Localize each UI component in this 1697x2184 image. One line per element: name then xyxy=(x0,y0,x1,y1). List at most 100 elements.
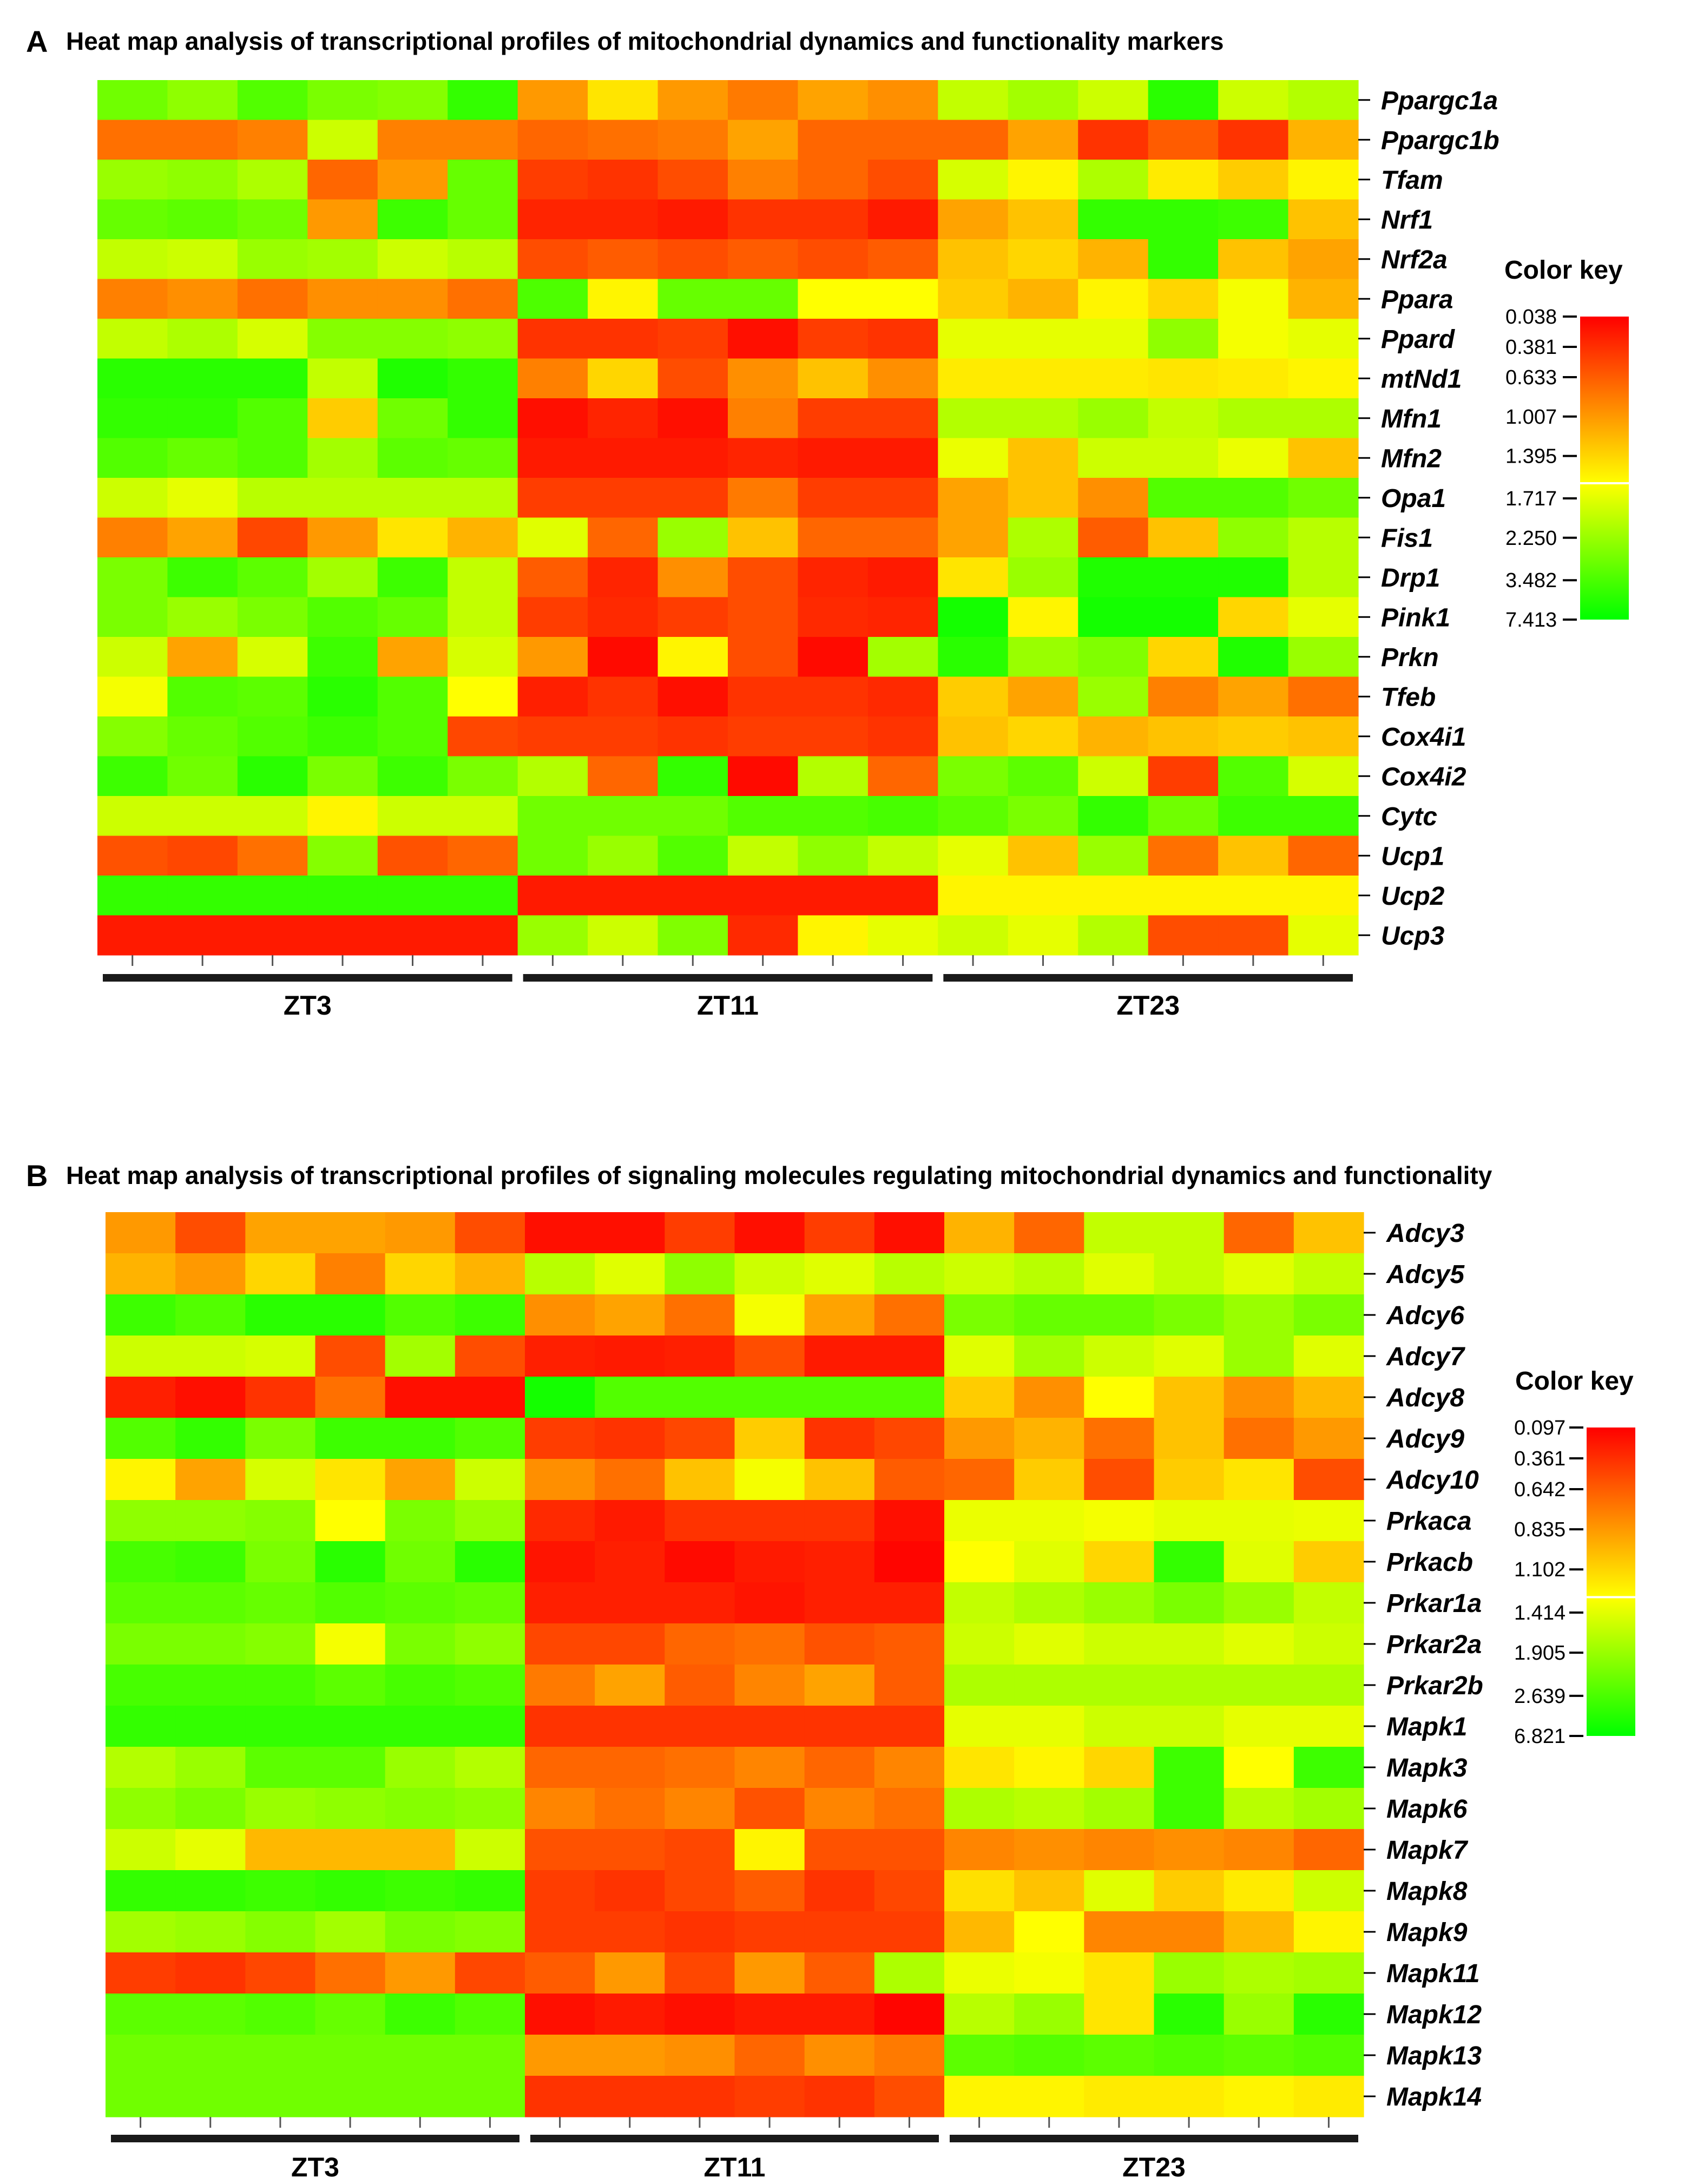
heatmap-cell-Mapk12-10 xyxy=(804,1994,875,2035)
heatmap-cell-Adcy10-5 xyxy=(455,1459,525,1501)
heatmap-cell-Prkn-1 xyxy=(167,637,238,677)
heatmap-cell-Adcy10-13 xyxy=(1014,1459,1084,1501)
heatmap-cell-Pink1-12 xyxy=(938,597,1009,637)
heatmap-cell-Adcy7-7 xyxy=(595,1336,665,1377)
heatmap-cell-Cox4i1-10 xyxy=(798,716,869,757)
heatmap-cell-Adcy3-5 xyxy=(455,1212,525,1254)
heatmap-cell-Pink1-2 xyxy=(237,597,308,637)
heatmap-cell-Ucp2-8 xyxy=(657,876,728,916)
heatmap-cell-Pink1-11 xyxy=(867,597,938,637)
heatmap-cell-Ucp2-12 xyxy=(938,876,1009,916)
heatmap-cell-Tfeb-8 xyxy=(657,676,728,717)
heatmap-cell-Tfam-6 xyxy=(517,160,588,200)
heatmap-cell-Mapk6-6 xyxy=(525,1788,595,1830)
heatmap-cell-Mapk6-8 xyxy=(665,1788,735,1830)
heatmap-cell-Nrf1-2 xyxy=(237,199,308,240)
heatmap-cell-Mapk7-7 xyxy=(595,1829,665,1871)
heatmap-cell-Adcy9-12 xyxy=(944,1418,1015,1459)
heatmap-cell-Prkar2a-9 xyxy=(734,1623,805,1665)
heatmap-cell-Fis1-12 xyxy=(938,517,1009,558)
heatmap-cell-Nrf2a-14 xyxy=(1078,239,1149,280)
row-label-Pink1: Pink1 xyxy=(1381,603,1450,632)
heatmap-cell-Adcy7-16 xyxy=(1224,1336,1294,1377)
row-label-Adcy10: Adcy10 xyxy=(1386,1466,1479,1495)
heatmap-cell-Adcy7-17 xyxy=(1293,1336,1364,1377)
heatmap-cell-Nrf1-0 xyxy=(97,199,168,240)
heatmap-cell-Adcy5-1 xyxy=(175,1253,246,1295)
heatmap-cell-Adcy10-1 xyxy=(175,1459,246,1501)
heatmap-cell-Tfam-14 xyxy=(1078,160,1149,200)
panel-a-groups: ZT3 ZT11 ZT23 xyxy=(103,955,1353,1021)
heatmap-cell-Mfn1-13 xyxy=(1008,398,1078,439)
heatmap-cell-Mapk9-2 xyxy=(245,1911,316,1953)
heatmap-cell-Cox4i1-1 xyxy=(167,716,238,757)
heatmap-cell-Mapk1-12 xyxy=(944,1706,1015,1747)
heatmap-cell-Prkacb-4 xyxy=(385,1541,456,1583)
heatmap-cell-Mapk14-9 xyxy=(734,2076,805,2117)
heatmap-cell-Prkar2a-10 xyxy=(804,1623,875,1665)
heatmap-cell-Mapk8-13 xyxy=(1014,1870,1084,1912)
heatmap-cell-Prkar1a-0 xyxy=(106,1582,176,1624)
heatmap-cell-Ppargc1b-3 xyxy=(307,120,378,160)
heatmap-cell-Tfam-5 xyxy=(448,160,518,200)
heatmap-cell-Cytc-10 xyxy=(798,796,869,837)
heatmap-cell-Prkar2a-13 xyxy=(1014,1623,1084,1665)
heatmap-cell-Opa1-11 xyxy=(867,478,938,518)
heatmap-cell-Adcy5-15 xyxy=(1154,1253,1225,1295)
heatmap-cell-Prkar1a-7 xyxy=(595,1582,665,1624)
heatmap-cell-Drp1-2 xyxy=(237,557,308,598)
heatmap-cell-Mapk11-7 xyxy=(595,1952,665,1994)
heatmap-cell-Tfam-3 xyxy=(307,160,378,200)
heatmap-cell-Ucp1-1 xyxy=(167,836,238,876)
heatmap-cell-Ucp2-3 xyxy=(307,876,378,916)
heatmap-cell-Mapk3-4 xyxy=(385,1747,456,1788)
heatmap-cell-Prkaca-17 xyxy=(1293,1500,1364,1542)
heatmap-cell-Tfam-9 xyxy=(728,160,799,200)
heatmap-cell-Fis1-7 xyxy=(588,517,659,558)
heatmap-cell-Ppargc1b-12 xyxy=(938,120,1009,160)
row-label-Mapk8: Mapk8 xyxy=(1386,1877,1468,1906)
heatmap-cell-Fis1-1 xyxy=(167,517,238,558)
heatmap-cell-Adcy6-10 xyxy=(804,1294,875,1336)
heatmap-cell-Ucp3-2 xyxy=(237,915,308,956)
heatmap-cell-Mfn2-9 xyxy=(728,438,799,478)
heatmap-cell-Adcy5-12 xyxy=(944,1253,1015,1295)
heatmap-cell-Cytc-0 xyxy=(97,796,168,837)
heatmap-cell-Adcy6-6 xyxy=(525,1294,595,1336)
heatmap-cell-Ppargc1a-9 xyxy=(728,80,799,121)
heatmap-cell-Ppara-3 xyxy=(307,279,378,319)
heatmap-cell-Prkar1a-13 xyxy=(1014,1582,1084,1624)
heatmap-cell-Prkar2b-5 xyxy=(455,1665,525,1706)
heatmap-cell-Mapk9-17 xyxy=(1293,1911,1364,1953)
heatmap-cell-Nrf1-10 xyxy=(798,199,869,240)
heatmap-cell-Ppard-6 xyxy=(517,319,588,359)
heatmap-cell-Prkacb-17 xyxy=(1293,1541,1364,1583)
heatmap-cell-Mapk1-13 xyxy=(1014,1706,1084,1747)
heatmap-cell-Tfam-7 xyxy=(588,160,659,200)
heatmap-cell-Ppara-12 xyxy=(938,279,1009,319)
heatmap-cell-Prkn-17 xyxy=(1288,637,1359,677)
heatmap-cell-Opa1-6 xyxy=(517,478,588,518)
heatmap-cell-Ucp3-12 xyxy=(938,915,1009,956)
heatmap-cell-Fis1-9 xyxy=(728,517,799,558)
heatmap-cell-Prkar2b-3 xyxy=(315,1665,386,1706)
heatmap-cell-Ucp3-1 xyxy=(167,915,238,956)
heatmap-cell-Mapk11-17 xyxy=(1293,1952,1364,1994)
row-label-Mfn2: Mfn2 xyxy=(1381,444,1442,473)
heatmap-cell-Ppargc1a-3 xyxy=(307,80,378,121)
heatmap-cell-Adcy6-16 xyxy=(1224,1294,1294,1336)
heatmap-cell-Mapk8-16 xyxy=(1224,1870,1294,1912)
heatmap-cell-Mapk13-1 xyxy=(175,2035,246,2076)
heatmap-cell-Ppargc1b-4 xyxy=(377,120,448,160)
heatmap-cell-Mapk9-4 xyxy=(385,1911,456,1953)
row-label-Nrf2a: Nrf2a xyxy=(1381,246,1448,274)
heatmap-cell-Mfn1-16 xyxy=(1218,398,1289,439)
heatmap-cell-Ppard-4 xyxy=(377,319,448,359)
heatmap-cell-Adcy10-3 xyxy=(315,1459,386,1501)
heatmap-cell-Nrf2a-8 xyxy=(657,239,728,280)
heatmap-cell-Mapk13-4 xyxy=(385,2035,456,2076)
heatmap-cell-Mfn1-1 xyxy=(167,398,238,439)
heatmap-cell-Mapk9-7 xyxy=(595,1911,665,1953)
heatmap-cell-Adcy3-13 xyxy=(1014,1212,1084,1254)
heatmap-cell-Prkar1a-6 xyxy=(525,1582,595,1624)
